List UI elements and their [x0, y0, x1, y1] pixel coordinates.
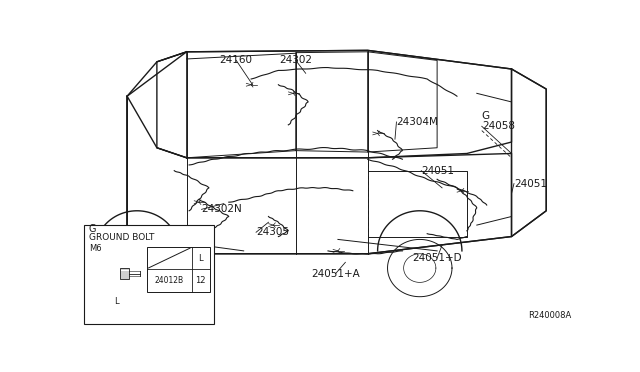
Bar [84, 225, 214, 324]
Bar [120, 269, 129, 279]
Text: L: L [114, 296, 118, 305]
Text: 24304M: 24304M [396, 117, 438, 127]
Text: 24302N: 24302N [202, 204, 243, 214]
Text: 24160: 24160 [220, 55, 253, 65]
Text: GROUND BOLT: GROUND BOLT [89, 234, 154, 243]
Text: L: L [198, 254, 203, 263]
Text: 24051+A: 24051+A [311, 269, 360, 279]
Text: 12: 12 [196, 276, 206, 285]
Bar [147, 247, 210, 292]
Text: G: G [482, 111, 490, 121]
Text: 24051: 24051 [421, 166, 454, 176]
Text: M6: M6 [89, 244, 102, 253]
Text: 24302: 24302 [279, 55, 312, 65]
Text: G: G [89, 224, 97, 234]
Text: R240008A: R240008A [528, 311, 571, 320]
Text: 24305: 24305 [256, 227, 289, 237]
Text: 24051+D: 24051+D [412, 253, 462, 263]
Text: 24012B: 24012B [155, 276, 184, 285]
Text: 24058: 24058 [482, 121, 515, 131]
Text: 24051: 24051 [514, 179, 547, 189]
